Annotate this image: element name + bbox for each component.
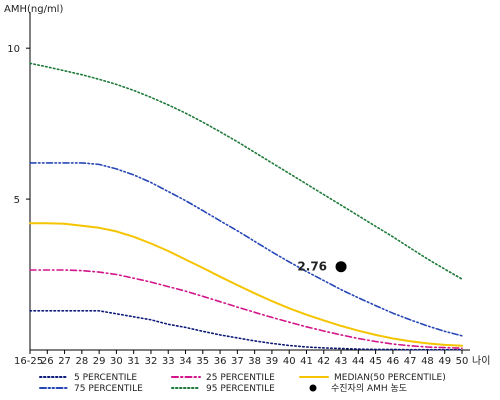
x-tick-label: 26	[41, 356, 54, 367]
x-tick-label: 16-25	[14, 356, 43, 367]
x-tick-label: 49	[438, 356, 451, 367]
x-tick-label: 30	[110, 356, 123, 367]
series-line-95-percentile	[29, 62, 463, 280]
legend-label: 95 PERCENTILE	[206, 384, 275, 394]
x-tick-label: 36	[214, 356, 227, 367]
series-line-median-50-percentile	[29, 222, 463, 347]
x-tick-label: 39	[266, 356, 279, 367]
x-tick-label: 47	[404, 356, 417, 367]
x-tick-label: 50	[456, 356, 469, 367]
x-tick-label: 40	[283, 356, 296, 367]
legend-label-patient: 수진자의 AMH 농도	[331, 383, 407, 394]
legend-label: 25 PERCENTILE	[206, 373, 275, 383]
patient-marker	[335, 261, 347, 273]
x-tick-label: 35	[196, 356, 209, 367]
legend-patient-marker	[309, 384, 317, 392]
x-tick-label: 31	[127, 356, 140, 367]
x-tick-label: 42	[317, 356, 330, 367]
x-axis-label: 나이	[472, 355, 490, 367]
x-tick-label: 34	[179, 356, 192, 367]
patient-marker-group: 2.76	[297, 260, 347, 274]
x-tick-label: 46	[387, 356, 400, 367]
axes	[29, 12, 470, 351]
x-tick-label: 48	[421, 356, 434, 367]
x-tick-label: 44	[352, 356, 365, 367]
x-tick-label: 43	[335, 356, 348, 367]
percentile-lines	[29, 62, 463, 351]
legend-label: 75 PERCENTILE	[74, 384, 143, 394]
y-tick-label: 10	[7, 44, 20, 55]
y-tick-label: 5	[14, 195, 20, 206]
series-line-5-percentile	[29, 310, 463, 351]
x-tick-label: 45	[369, 356, 382, 367]
legend-label: MEDIAN(50 PERCENTILE)	[334, 373, 446, 383]
legend-label: 5 PERCENTILE	[74, 373, 137, 383]
series-line-75-percentile	[29, 162, 463, 337]
x-tick-label: 29	[93, 356, 106, 367]
x-tick-label: 28	[75, 356, 88, 367]
x-tick-label: 27	[58, 356, 71, 367]
patient-value-label: 2.76	[297, 260, 327, 274]
x-tick-label: 32	[145, 356, 158, 367]
series-line-25-percentile	[29, 269, 463, 349]
y-tick-labels: 5 10	[7, 44, 30, 206]
x-tick-label: 33	[162, 356, 175, 367]
x-tick-label: 37	[231, 356, 244, 367]
x-tick-label: 41	[300, 356, 313, 367]
y-axis-label: AMH(ng/ml)	[4, 4, 63, 15]
x-tick-label: 38	[248, 356, 261, 367]
